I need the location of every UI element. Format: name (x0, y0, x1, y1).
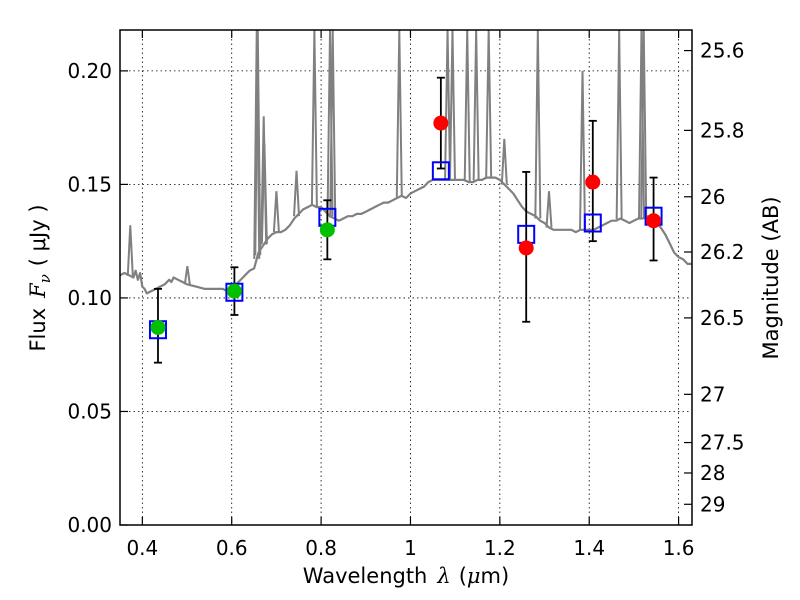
plot-frame (119, 29, 693, 526)
emission-line (395, 30, 403, 197)
emission-line (126, 225, 134, 276)
x-axis-label-unit-open: ( (459, 564, 467, 588)
y-axis-label-sub: ν (36, 274, 54, 283)
emission-lines (126, 30, 648, 285)
magnitude-tick-label: 27 (700, 382, 725, 406)
emission-line (183, 266, 191, 285)
magnitude-tick-label: 26 (700, 185, 725, 209)
emission-line (545, 191, 553, 228)
y-axis-label: Flux Fν ( μJy ) (26, 204, 54, 351)
x-tick-label: 1.2 (484, 536, 516, 560)
magnitude-tick-label: 25.8 (700, 118, 745, 142)
y-axis-label-prefix: Flux (26, 308, 50, 352)
emission-line (500, 138, 508, 185)
x-tick-label: 0.6 (216, 536, 248, 560)
emission-line (640, 30, 648, 219)
model-band-fluxes (148, 161, 663, 340)
model-band-square (431, 161, 450, 181)
magnitude-tick-label: 27.5 (700, 431, 745, 455)
magnitude-tick-label: 29 (700, 492, 725, 516)
emission-line (272, 191, 280, 233)
emission-line (444, 30, 452, 180)
emission-line (472, 30, 480, 181)
x-axis-ticks: 0.4 0.6 0.8 1 1.2 1.4 1.6 (126, 30, 695, 560)
x-tick-label: 1.4 (573, 536, 605, 560)
x-axis-label: Wavelength λ (μm) (303, 564, 509, 588)
x-axis-label-unit-mu: μ (467, 564, 481, 588)
observed-point (150, 319, 166, 335)
emission-line (463, 30, 471, 182)
magnitude-tick-label: 25.6 (700, 39, 745, 63)
x-tick-label: 1 (404, 536, 417, 560)
model-band-square (583, 213, 602, 233)
emission-line (254, 30, 262, 256)
emission-line (638, 30, 646, 219)
emission-line (329, 30, 337, 218)
x-axis-label-prefix: Wavelength (303, 564, 428, 588)
y-tick-label: 0.10 (67, 286, 112, 310)
y-axis-label-symbol: F (26, 282, 50, 299)
y-tick-label: 0.15 (67, 172, 112, 196)
observed-point (646, 213, 662, 229)
emission-line (260, 143, 268, 244)
observed-point (585, 174, 601, 190)
magnitude-tick-label: 28 (700, 461, 725, 485)
emission-line (293, 170, 301, 217)
model-spectrum (120, 30, 692, 295)
spectrum-line (120, 176, 692, 295)
y-tick-label: 0.00 (67, 513, 112, 537)
grid-lines (120, 30, 692, 526)
x-tick-label: 0.4 (126, 536, 158, 560)
emission-line (448, 30, 456, 180)
emission-line (310, 30, 318, 206)
x-axis-label-symbol: λ (436, 564, 450, 588)
emission-line (534, 30, 542, 219)
observed-point (226, 283, 242, 299)
emission-line (253, 30, 261, 259)
emission-line (579, 70, 587, 230)
y2-axis-label: Magnitude (AB) (759, 196, 783, 359)
x-tick-label: 0.8 (305, 536, 337, 560)
observed-point (433, 115, 449, 131)
observed-point (518, 240, 534, 256)
x-tick-label: 1.6 (663, 536, 695, 560)
y-axis-label-unit: ( μJy ) (26, 204, 50, 266)
emission-line (485, 30, 493, 178)
magnitude-axis-ticks: 25.6 25.8 26 26.2 26.5 27 27.5 28 29 (684, 39, 745, 516)
y-axis-ticks: 0.00 0.05 0.10 0.15 0.20 (67, 59, 128, 537)
magnitude-tick-label: 26.5 (700, 306, 745, 330)
y-tick-label: 0.05 (67, 399, 112, 423)
emission-line (615, 30, 623, 220)
magnitude-tick-label: 26.2 (700, 240, 745, 264)
observed-fluxes (150, 115, 662, 335)
x-axis-label-unit-rest: m) (481, 564, 510, 588)
observed-point (319, 222, 335, 238)
y-tick-label: 0.20 (67, 59, 112, 83)
